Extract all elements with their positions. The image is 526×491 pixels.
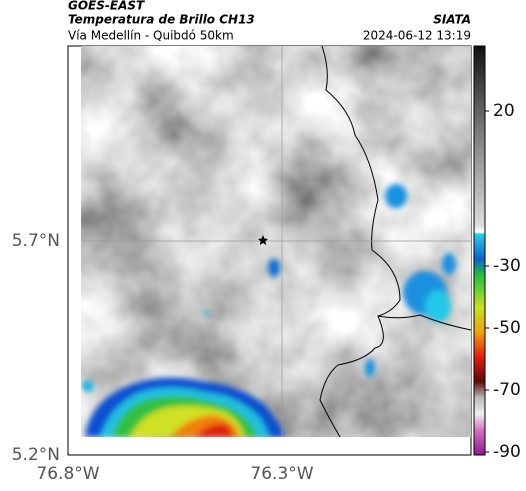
lat-label: 5.7°N bbox=[12, 231, 60, 251]
colorbar-label: -50 bbox=[493, 318, 521, 338]
colorbar-label: -70 bbox=[493, 380, 521, 400]
source: SIATA bbox=[433, 13, 471, 27]
colorbar-label: -30 bbox=[493, 256, 521, 276]
borders bbox=[319, 46, 471, 437]
satellite-image bbox=[81, 46, 471, 437]
colorbar bbox=[473, 45, 486, 456]
cloud-field bbox=[81, 46, 471, 437]
title: GOES-EAST bbox=[68, 0, 145, 13]
lat-label: 5.2°N bbox=[12, 445, 60, 465]
colorbar-label: 20 bbox=[493, 101, 515, 121]
lon-label: 76.3°W bbox=[250, 464, 313, 484]
lon-label: 76.8°W bbox=[36, 464, 99, 484]
subtitle: Temperatura de Brillo CH13 bbox=[68, 13, 255, 27]
location-marker bbox=[258, 235, 268, 245]
datetime: 2024-06-12 13:19 bbox=[363, 29, 471, 43]
route: Vía Medellín - Quibdó 50km bbox=[68, 29, 234, 43]
colorbar-label: -90 bbox=[493, 442, 521, 462]
cold-cloud-tops bbox=[82, 184, 456, 437]
